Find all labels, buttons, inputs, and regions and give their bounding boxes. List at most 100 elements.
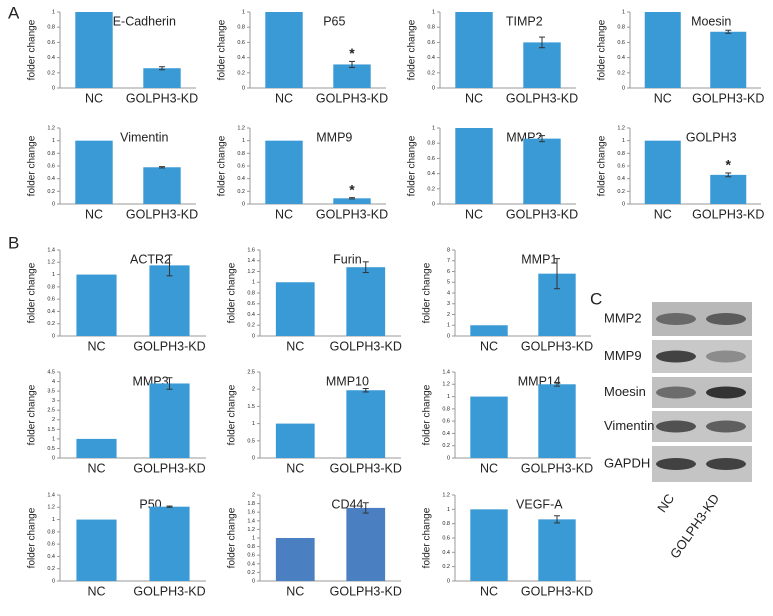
chart-title: Furin xyxy=(333,252,362,266)
bar xyxy=(265,140,303,204)
bar xyxy=(333,64,371,88)
bar xyxy=(346,390,386,458)
x-tick-label: GOLPH3-KD xyxy=(330,584,402,598)
y-axis-label: folder change xyxy=(407,19,418,80)
x-tick-label: GOLPH3-KD xyxy=(133,339,205,353)
y-tick-label: 0 xyxy=(242,85,245,91)
y-tick-label: 0 xyxy=(622,201,625,207)
y-tick-label: 0 xyxy=(252,578,255,584)
y-tick-label: 1 xyxy=(447,323,450,329)
y-tick-label: 0.4 xyxy=(237,55,245,61)
y-tick-label: 1 xyxy=(432,125,435,131)
bar xyxy=(538,519,576,581)
x-tick-label: GOLPH3-KD xyxy=(506,91,578,105)
x-tick-label: GOLPH3-KD xyxy=(330,461,402,475)
y-tick-label: 3 xyxy=(52,398,55,404)
bar xyxy=(710,31,747,88)
blot-label: Vimentin xyxy=(604,418,654,433)
y-tick-label: 0.6 xyxy=(237,163,245,169)
blot-band xyxy=(656,313,696,325)
y-tick-label: 0.8 xyxy=(237,25,245,31)
y-tick-label: 1.4 xyxy=(247,258,255,264)
x-tick-label: NC xyxy=(87,461,105,475)
bar xyxy=(455,12,493,88)
y-tick-label: 7 xyxy=(447,258,450,264)
y-tick-label: 0.8 xyxy=(442,406,450,412)
y-tick-label: 0.4 xyxy=(237,176,245,182)
chart-title: Vimentin xyxy=(120,130,168,144)
y-tick-label: 0 xyxy=(52,578,55,584)
bar xyxy=(455,128,493,204)
x-tick-label: GOLPH3-KD xyxy=(521,339,593,353)
y-tick-label: 0.2 xyxy=(47,321,55,327)
y-tick-label: 0.8 xyxy=(47,529,55,535)
chart-title: ACTR2 xyxy=(130,252,171,266)
x-tick-label: GOLPH3-KD xyxy=(330,339,402,353)
x-tick-label: NC xyxy=(286,339,304,353)
y-tick-label: 1 xyxy=(432,9,435,15)
y-tick-label: 0.8 xyxy=(47,25,55,31)
x-tick-label: NC xyxy=(465,207,483,221)
blot-band xyxy=(706,420,746,433)
x-tick-label: GOLPH3-KD xyxy=(126,91,198,105)
y-tick-label: 0.4 xyxy=(617,55,625,61)
blot-label: MMP2 xyxy=(604,310,642,325)
y-tick-label: 0.6 xyxy=(247,301,255,307)
y-tick-label: 0.5 xyxy=(247,438,255,444)
y-tick-label: 2 xyxy=(252,492,255,498)
y-tick-label: 0.6 xyxy=(47,542,55,548)
x-tick-label: GOLPH3-KD xyxy=(316,207,388,221)
y-tick-label: 0.4 xyxy=(427,55,435,61)
blot-band xyxy=(706,313,746,325)
y-tick-label: 0.8 xyxy=(427,141,435,147)
bar xyxy=(644,140,681,204)
y-tick-label: 3.5 xyxy=(47,389,55,395)
y-tick-label: 0.2 xyxy=(47,566,55,572)
chart-title: E-Cadherin xyxy=(113,14,176,28)
y-tick-label: 1 xyxy=(447,507,450,513)
y-axis-label: folder change xyxy=(217,135,228,196)
y-tick-label: 0.6 xyxy=(47,297,55,303)
y-tick-label: 0 xyxy=(242,201,245,207)
y-tick-label: 0.8 xyxy=(47,151,55,157)
y-tick-label: 0.2 xyxy=(427,70,435,76)
y-tick-label: 2.5 xyxy=(247,369,255,375)
y-tick-label: 0.6 xyxy=(442,419,450,425)
y-tick-label: 0.4 xyxy=(442,431,450,437)
y-tick-label: 0 xyxy=(622,85,625,91)
bar xyxy=(149,265,190,336)
y-axis-label: folder change xyxy=(597,19,608,80)
y-tick-label: 1.4 xyxy=(247,518,255,524)
y-tick-label: 0.2 xyxy=(617,189,625,195)
x-tick-label: NC xyxy=(275,91,293,105)
y-axis-label: folder change xyxy=(227,507,238,568)
y-axis-label: folder change xyxy=(422,262,433,323)
y-axis-label: folder change xyxy=(27,262,38,323)
y-tick-label: 4 xyxy=(447,290,450,296)
x-tick-label: GOLPH3-KD xyxy=(133,461,205,475)
y-tick-label: 1.2 xyxy=(47,125,55,131)
bar xyxy=(346,267,386,336)
y-tick-label: 1 xyxy=(52,436,55,442)
y-tick-label: 0.2 xyxy=(47,70,55,76)
y-tick-label: 3 xyxy=(447,301,450,307)
x-tick-label: GOLPH3-KD xyxy=(521,584,593,598)
y-tick-label: 0.4 xyxy=(47,554,55,560)
y-tick-label: 0.6 xyxy=(47,40,55,46)
y-tick-label: 0 xyxy=(447,455,450,461)
y-tick-label: 2 xyxy=(52,417,55,423)
y-tick-label: 0.2 xyxy=(237,70,245,76)
significance: * xyxy=(349,181,355,197)
y-tick-label: 1.4 xyxy=(442,369,450,375)
y-axis-label: folder change xyxy=(27,19,38,80)
y-tick-label: 0.8 xyxy=(427,25,435,31)
y-tick-label: 0 xyxy=(52,85,55,91)
bar xyxy=(76,274,117,336)
y-tick-label: 0.6 xyxy=(47,163,55,169)
y-tick-label: 1.4 xyxy=(47,492,55,498)
y-tick-label: 1.2 xyxy=(442,382,450,388)
bar xyxy=(275,538,315,581)
y-tick-label: 0.2 xyxy=(247,323,255,329)
y-tick-label: 1 xyxy=(622,9,625,15)
